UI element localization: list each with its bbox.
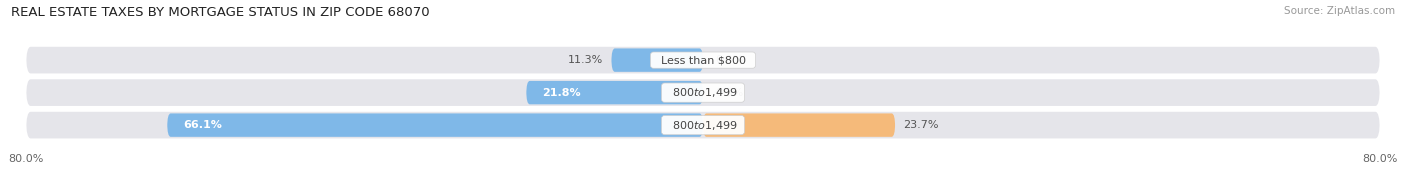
FancyBboxPatch shape bbox=[167, 113, 703, 137]
Text: Less than $800: Less than $800 bbox=[654, 55, 752, 65]
Text: REAL ESTATE TAXES BY MORTGAGE STATUS IN ZIP CODE 68070: REAL ESTATE TAXES BY MORTGAGE STATUS IN … bbox=[11, 6, 430, 19]
FancyBboxPatch shape bbox=[27, 79, 1379, 106]
Text: 0.0%: 0.0% bbox=[716, 88, 744, 98]
Text: 66.1%: 66.1% bbox=[183, 120, 222, 130]
Text: $800 to $1,499: $800 to $1,499 bbox=[665, 86, 741, 99]
FancyBboxPatch shape bbox=[612, 48, 703, 72]
Text: 21.8%: 21.8% bbox=[543, 88, 581, 98]
Text: 11.3%: 11.3% bbox=[568, 55, 603, 65]
FancyBboxPatch shape bbox=[27, 47, 1379, 74]
Text: 23.7%: 23.7% bbox=[903, 120, 939, 130]
Text: Source: ZipAtlas.com: Source: ZipAtlas.com bbox=[1284, 6, 1395, 16]
FancyBboxPatch shape bbox=[703, 113, 896, 137]
FancyBboxPatch shape bbox=[526, 81, 703, 104]
Text: 0.0%: 0.0% bbox=[716, 55, 744, 65]
Text: $800 to $1,499: $800 to $1,499 bbox=[665, 119, 741, 132]
FancyBboxPatch shape bbox=[27, 112, 1379, 138]
